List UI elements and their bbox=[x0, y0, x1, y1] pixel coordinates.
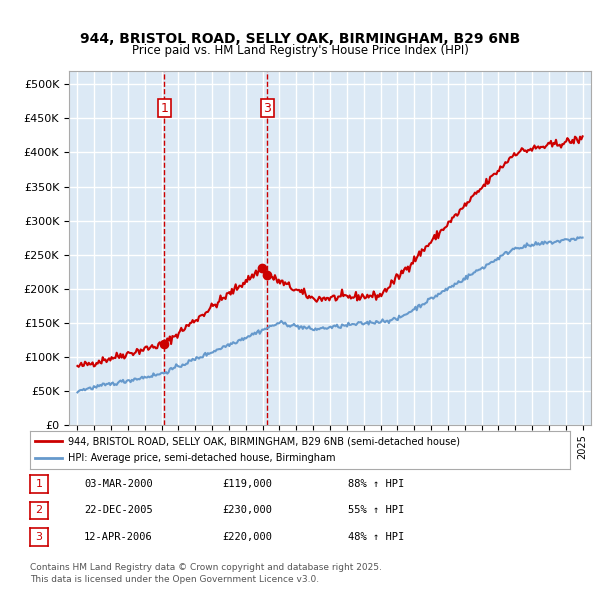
Text: Price paid vs. HM Land Registry's House Price Index (HPI): Price paid vs. HM Land Registry's House … bbox=[131, 44, 469, 57]
Text: £230,000: £230,000 bbox=[222, 506, 272, 515]
Text: Contains HM Land Registry data © Crown copyright and database right 2025.
This d: Contains HM Land Registry data © Crown c… bbox=[30, 563, 382, 584]
Text: 88% ↑ HPI: 88% ↑ HPI bbox=[348, 479, 404, 489]
Text: 3: 3 bbox=[35, 532, 43, 542]
Text: 55% ↑ HPI: 55% ↑ HPI bbox=[348, 506, 404, 515]
Text: 3: 3 bbox=[263, 101, 271, 114]
Text: £220,000: £220,000 bbox=[222, 532, 272, 542]
Text: 1: 1 bbox=[35, 479, 43, 489]
Text: 03-MAR-2000: 03-MAR-2000 bbox=[84, 479, 153, 489]
Text: 944, BRISTOL ROAD, SELLY OAK, BIRMINGHAM, B29 6NB: 944, BRISTOL ROAD, SELLY OAK, BIRMINGHAM… bbox=[80, 32, 520, 47]
Text: 1: 1 bbox=[161, 101, 169, 114]
Text: 12-APR-2006: 12-APR-2006 bbox=[84, 532, 153, 542]
Text: 2: 2 bbox=[35, 506, 43, 515]
Text: 48% ↑ HPI: 48% ↑ HPI bbox=[348, 532, 404, 542]
Text: 944, BRISTOL ROAD, SELLY OAK, BIRMINGHAM, B29 6NB (semi-detached house): 944, BRISTOL ROAD, SELLY OAK, BIRMINGHAM… bbox=[68, 437, 460, 447]
Text: HPI: Average price, semi-detached house, Birmingham: HPI: Average price, semi-detached house,… bbox=[68, 453, 335, 463]
Text: 22-DEC-2005: 22-DEC-2005 bbox=[84, 506, 153, 515]
Text: £119,000: £119,000 bbox=[222, 479, 272, 489]
